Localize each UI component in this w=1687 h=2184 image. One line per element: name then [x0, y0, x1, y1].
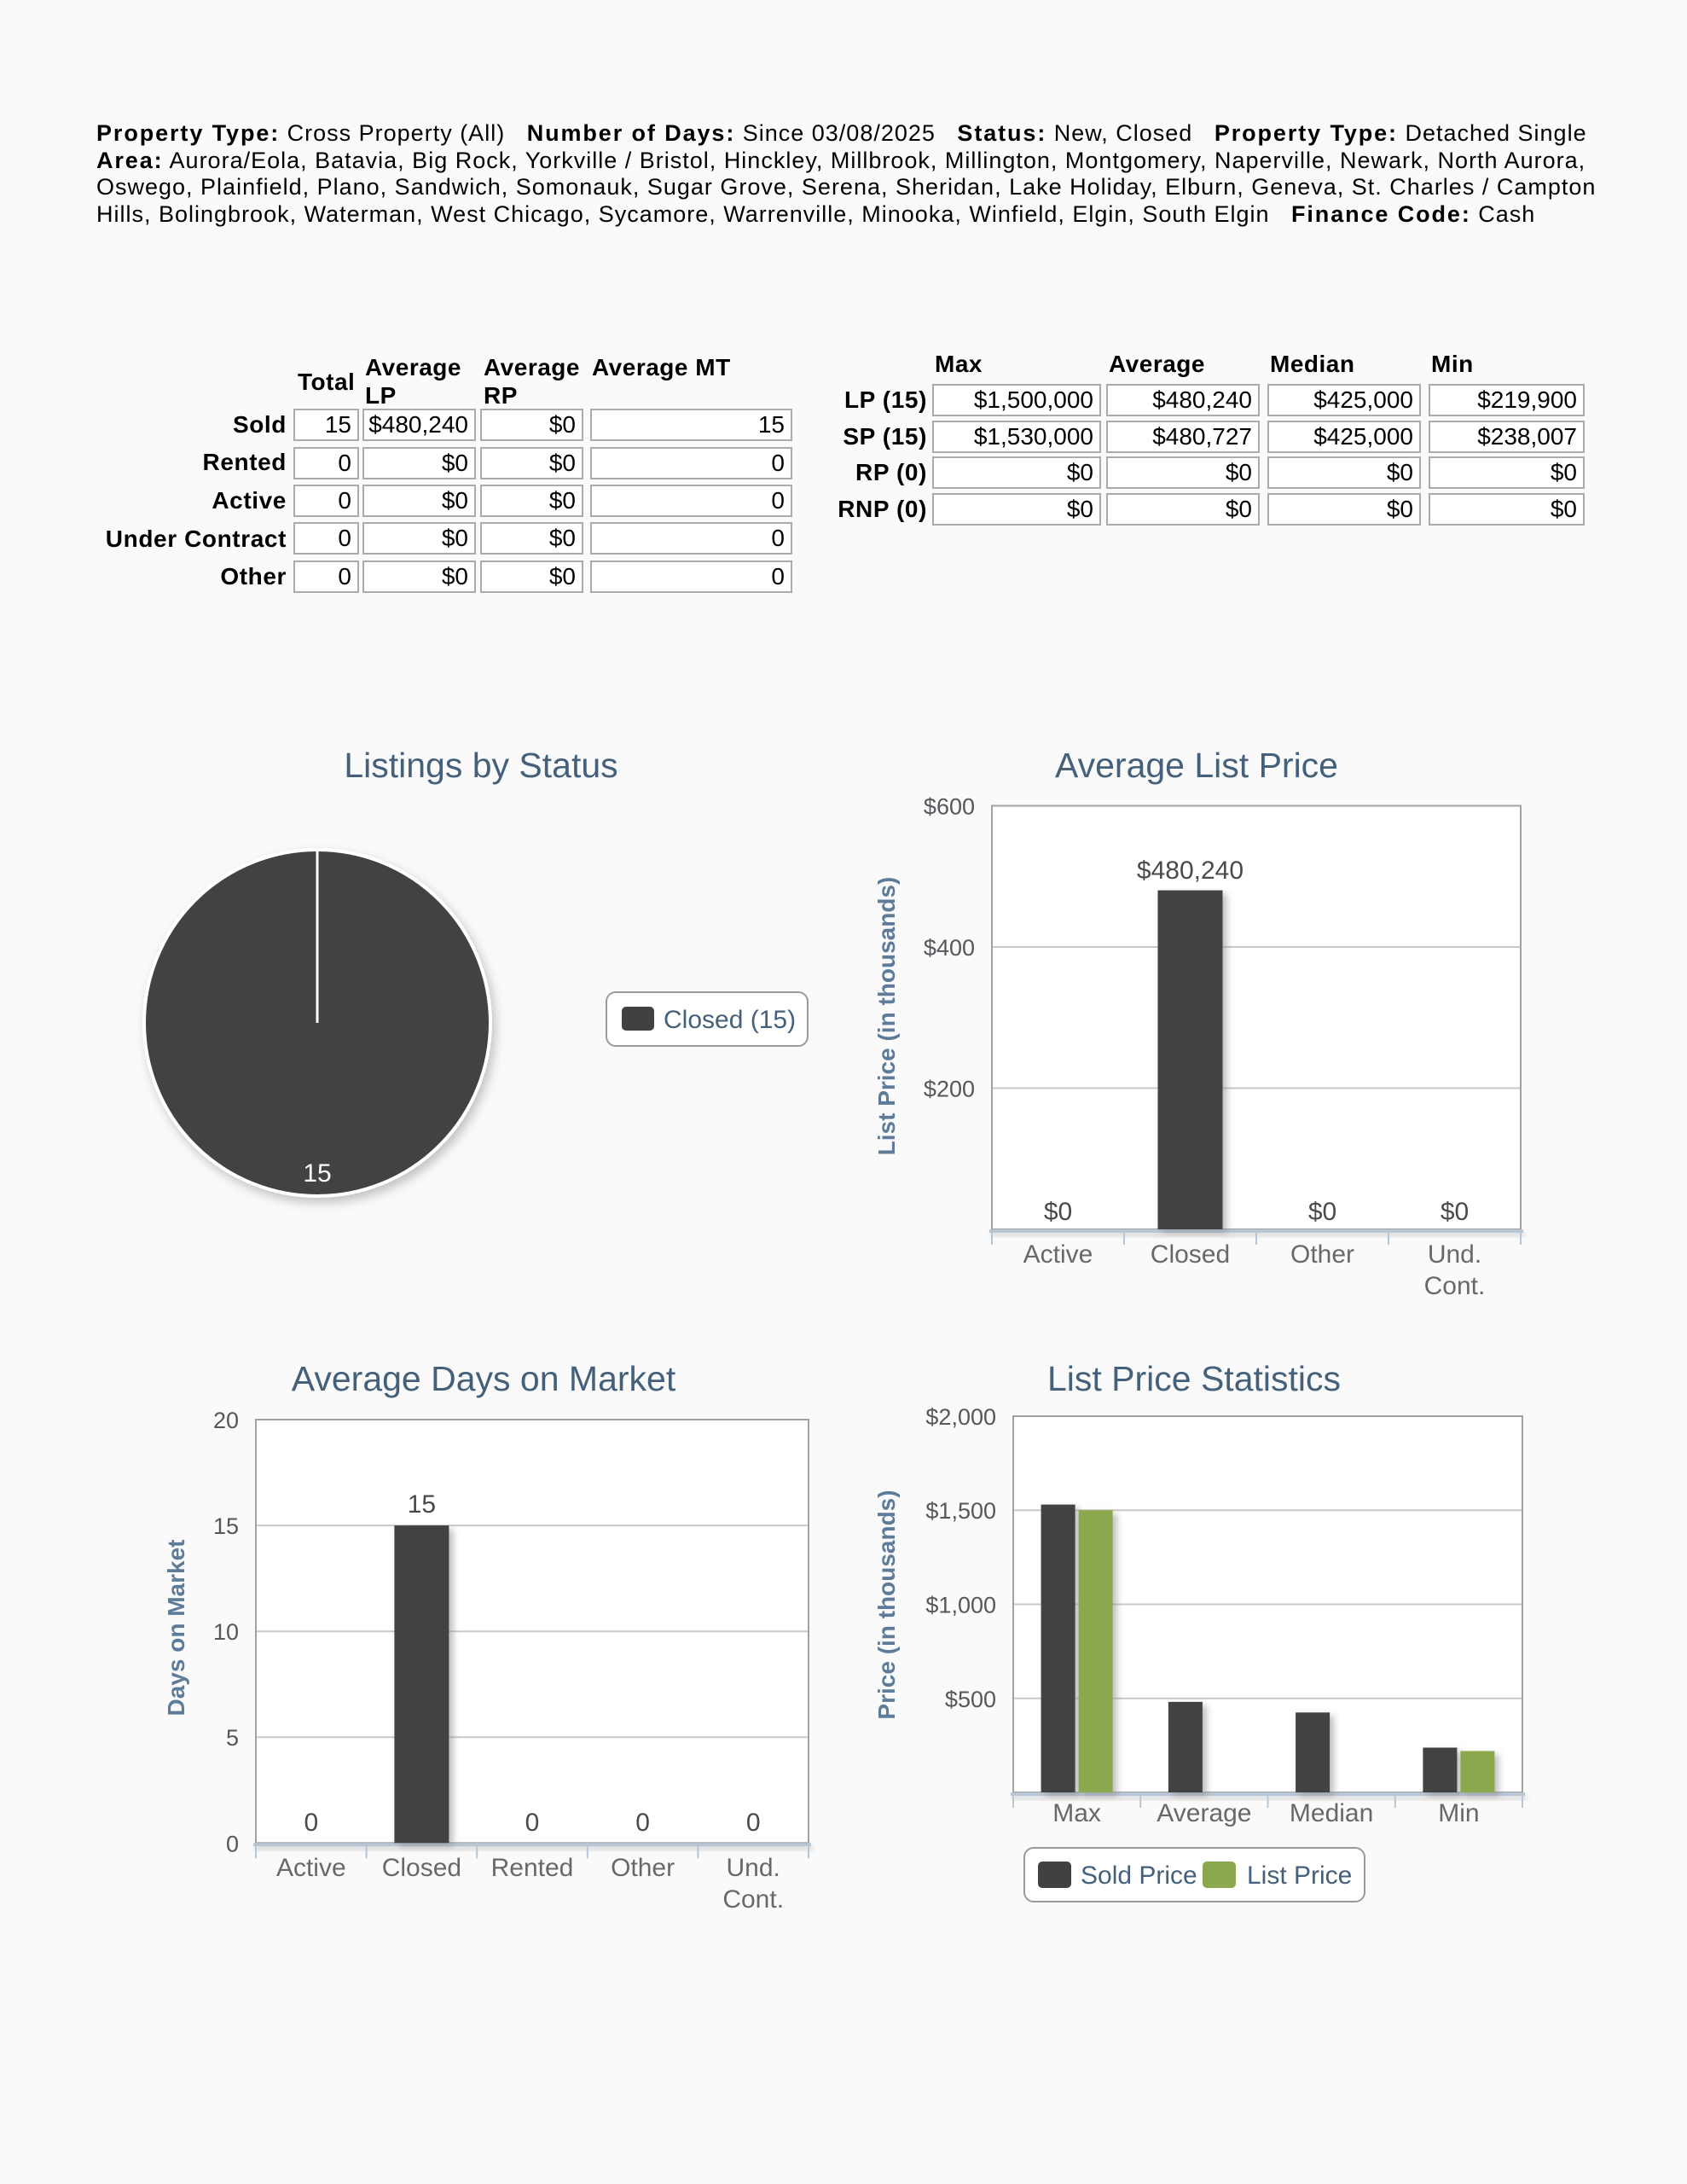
svg-text:Price (in thousands): Price (in thousands)	[873, 1490, 900, 1719]
svg-text:10: 10	[213, 1619, 239, 1645]
svg-text:$0: $0	[1044, 1198, 1072, 1226]
svg-text:Other: Other	[1290, 1240, 1354, 1269]
svg-text:Average List Price: Average List Price	[1055, 746, 1338, 785]
svg-text:0: 0	[525, 1809, 540, 1837]
svg-text:Max: Max	[1052, 1799, 1101, 1827]
svg-text:$2,000: $2,000	[925, 1404, 996, 1430]
svg-text:Active: Active	[276, 1854, 346, 1882]
svg-text:15: 15	[408, 1490, 436, 1519]
svg-text:$0: $0	[1308, 1198, 1336, 1226]
svg-text:0: 0	[304, 1809, 318, 1837]
svg-text:Und.: Und.	[727, 1854, 780, 1882]
svg-text:Average Days on Market: Average Days on Market	[292, 1359, 676, 1398]
svg-text:$480,240: $480,240	[1137, 857, 1244, 885]
svg-text:Other: Other	[611, 1854, 675, 1882]
svg-text:Days on Market: Days on Market	[163, 1540, 189, 1716]
svg-text:0: 0	[635, 1809, 650, 1837]
svg-text:$500: $500	[945, 1687, 996, 1712]
svg-text:$200: $200	[924, 1077, 975, 1102]
svg-text:Cont.: Cont.	[1424, 1272, 1486, 1300]
svg-text:Listings by Status: Listings by Status	[344, 746, 617, 785]
svg-text:$1,000: $1,000	[925, 1593, 996, 1618]
svg-text:$0: $0	[1441, 1198, 1469, 1226]
svg-text:15: 15	[213, 1513, 239, 1539]
svg-text:Average: Average	[1157, 1799, 1251, 1827]
svg-text:15: 15	[303, 1159, 331, 1188]
svg-text:Active: Active	[1023, 1240, 1093, 1269]
svg-text:Min: Min	[1438, 1799, 1479, 1827]
svg-text:0: 0	[746, 1809, 761, 1837]
svg-text:Cont.: Cont.	[722, 1885, 784, 1914]
svg-text:Closed: Closed	[382, 1854, 461, 1882]
svg-text:Rented: Rented	[491, 1854, 574, 1882]
svg-text:$600: $600	[924, 794, 975, 820]
svg-text:0: 0	[226, 1831, 239, 1856]
svg-text:Closed: Closed	[1151, 1240, 1230, 1269]
svg-text:Median: Median	[1290, 1799, 1373, 1827]
svg-text:List Price Statistics: List Price Statistics	[1047, 1359, 1341, 1398]
svg-text:20: 20	[213, 1408, 239, 1433]
svg-text:5: 5	[226, 1725, 239, 1751]
svg-text:List Price (in thousands): List Price (in thousands)	[873, 877, 900, 1156]
svg-text:$400: $400	[924, 935, 975, 961]
svg-text:Und.: Und.	[1428, 1240, 1481, 1269]
svg-text:$1,500: $1,500	[925, 1498, 996, 1524]
